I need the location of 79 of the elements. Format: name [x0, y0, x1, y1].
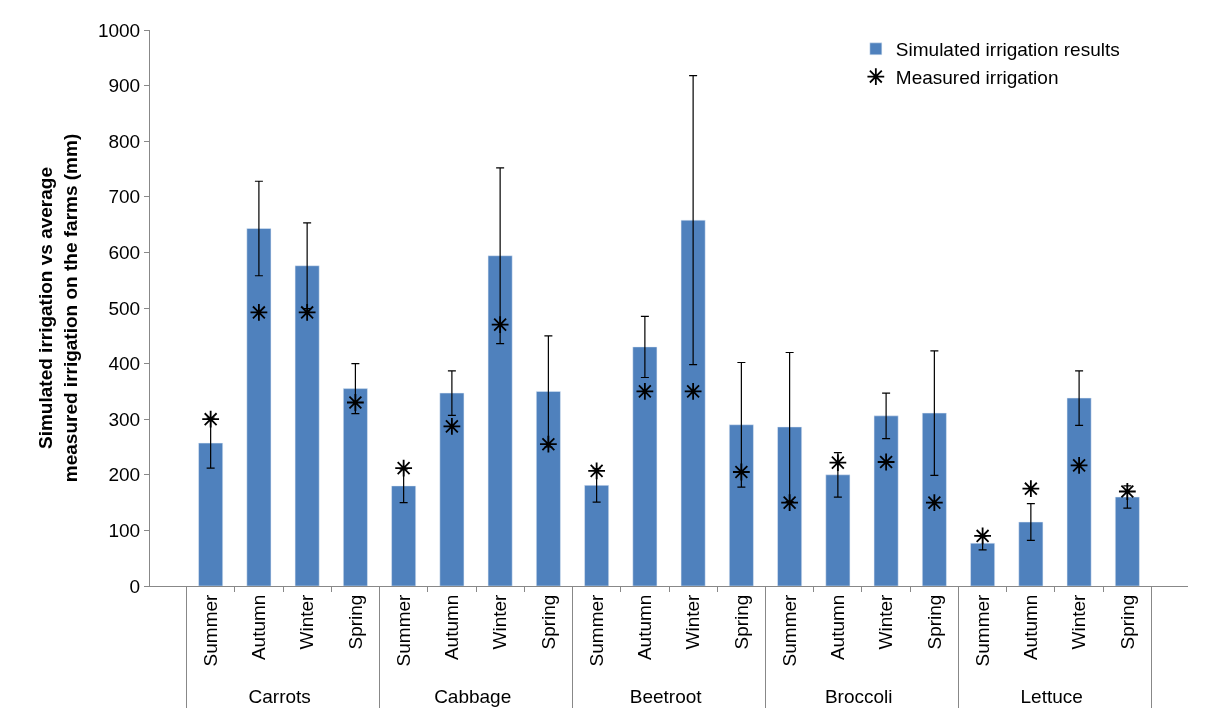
bar	[970, 542, 995, 586]
y-tick-label: 100	[108, 520, 141, 542]
x-tick-label: Winter	[875, 593, 897, 650]
x-tick-label: Autumn	[441, 594, 463, 661]
x-tick-label: Spring	[1116, 594, 1138, 650]
x-tick-label: Autumn	[634, 594, 656, 661]
x-tick-label: Autumn	[248, 594, 270, 661]
x-tick-label: Winter	[489, 593, 511, 650]
x-tick-label: Winter	[1068, 593, 1090, 650]
bar	[246, 228, 272, 586]
bar	[632, 346, 658, 586]
point	[249, 303, 269, 322]
bar	[1115, 496, 1140, 586]
x-tick-label: Spring	[344, 594, 366, 650]
legend-label: Simulated irrigation results	[895, 39, 1120, 61]
x-tick-label: Summer	[392, 593, 414, 667]
bar	[680, 219, 706, 586]
bar	[729, 424, 754, 586]
y-tick-label: 900	[108, 75, 141, 97]
bar	[487, 255, 513, 586]
text: Lettuce	[1020, 686, 1083, 708]
bar	[391, 485, 416, 586]
bar	[584, 485, 609, 586]
x-tick-label: Summer	[585, 593, 607, 667]
x-tick-label: Spring	[923, 594, 945, 650]
bar	[536, 391, 561, 586]
point	[201, 409, 220, 429]
x-tick-label: Winter	[296, 593, 318, 650]
point	[1069, 456, 1089, 475]
bar	[294, 265, 320, 586]
y-tick-label: 1000	[97, 19, 141, 41]
point	[1021, 479, 1041, 498]
point	[828, 453, 848, 472]
x-tick-label: Summer	[199, 593, 221, 667]
y-tick-label: 800	[108, 130, 141, 152]
y-tick-label: 300	[108, 408, 141, 430]
point	[1118, 482, 1137, 501]
y-tick-label: 600	[108, 242, 141, 264]
legend-label: Measured irrigation	[895, 66, 1059, 88]
y-axis-title: Simulated irrigation vs average measured irrigation on the farms (mm)	[35, 133, 81, 483]
bar	[1018, 521, 1044, 586]
point	[297, 303, 317, 322]
bar	[873, 415, 899, 586]
point	[780, 493, 799, 512]
point	[925, 493, 944, 512]
point	[876, 452, 896, 472]
bar	[343, 388, 368, 586]
x-tick-label: Summer	[778, 593, 800, 667]
bar	[198, 442, 223, 586]
bar	[777, 426, 802, 586]
point	[587, 461, 606, 481]
point	[973, 526, 992, 546]
point	[732, 462, 751, 482]
text: Beetroot	[629, 686, 703, 708]
point	[683, 382, 703, 401]
x-tick-label: Autumn	[1020, 594, 1042, 661]
x-tick-label: Autumn	[827, 594, 849, 661]
bar	[439, 392, 465, 586]
bar	[1066, 397, 1092, 586]
y-tick-label: 0	[129, 575, 141, 597]
text: Carrots	[248, 686, 311, 708]
point	[346, 393, 365, 412]
point	[394, 458, 413, 478]
point	[635, 382, 655, 401]
x-tick-label: Spring	[730, 594, 752, 650]
bar	[922, 412, 947, 586]
x-tick-label: Summer	[971, 593, 993, 667]
y-tick-label: 400	[108, 353, 141, 375]
y-tick-label: 200	[108, 464, 141, 486]
bar	[825, 474, 851, 586]
text: Cabbage	[434, 686, 512, 708]
x-tick-label: Winter	[682, 593, 704, 650]
point	[490, 315, 510, 334]
point	[539, 434, 558, 454]
text: Broccoli	[824, 686, 893, 708]
y-tick-label: 700	[108, 186, 141, 208]
y-tick-label: 500	[108, 297, 141, 319]
x-tick-label: Spring	[537, 594, 559, 650]
point	[442, 417, 462, 436]
